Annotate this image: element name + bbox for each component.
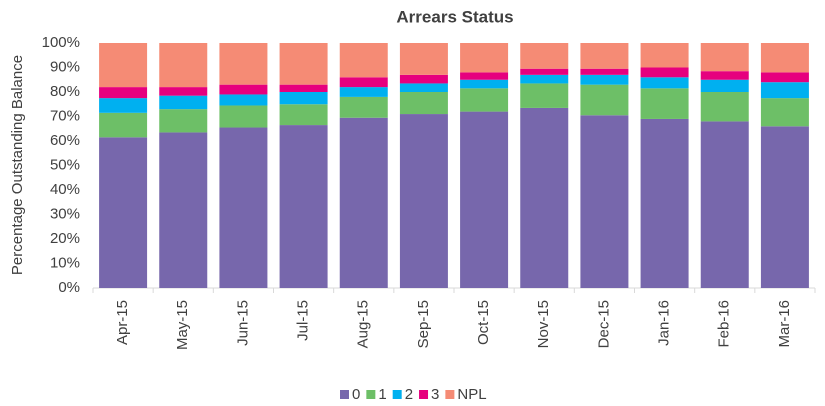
bar-segment xyxy=(219,127,268,289)
bar-segment xyxy=(700,71,749,80)
x-tick-label: Oct-15 xyxy=(475,300,492,345)
bar-segment xyxy=(99,112,148,138)
y-tick-label: 10% xyxy=(50,254,80,271)
bar-segment xyxy=(99,43,148,88)
y-tick-label: 20% xyxy=(50,230,80,247)
bar-segment xyxy=(460,111,509,288)
bar-segment xyxy=(580,74,629,85)
bar-segment xyxy=(279,104,328,126)
bar-segment xyxy=(159,109,208,133)
bar-segment xyxy=(580,115,629,289)
bar-segment xyxy=(159,95,208,110)
bar-segment xyxy=(580,84,629,116)
y-tick-label: 40% xyxy=(50,181,80,198)
y-tick-label: 30% xyxy=(50,205,80,222)
legend-label: 3 xyxy=(431,386,439,403)
bar-segment xyxy=(399,83,448,92)
y-tick-label: 100% xyxy=(42,34,80,51)
bar-segment xyxy=(99,87,148,99)
bar-segment xyxy=(339,117,388,288)
x-tick-label: Dec-15 xyxy=(595,300,612,348)
legend-label: NPL xyxy=(457,386,486,403)
x-tick-label: Nov-15 xyxy=(535,300,552,348)
bar-segment xyxy=(399,114,448,288)
y-tick-label: 60% xyxy=(50,132,80,149)
x-tick-label: Jul-15 xyxy=(295,300,312,341)
legend-swatch xyxy=(392,390,402,399)
chart-title: Arrears Status xyxy=(396,7,513,26)
bar-segment xyxy=(760,82,809,99)
bar-segment xyxy=(700,79,749,92)
legend-label: 1 xyxy=(378,386,386,403)
bar-segment xyxy=(640,77,689,89)
bar-segment xyxy=(520,83,569,108)
bar-segment xyxy=(700,92,749,122)
bar-segment xyxy=(159,43,208,88)
bar-segment xyxy=(700,121,749,289)
bar-segment xyxy=(339,77,388,88)
x-tick-label: Apr-15 xyxy=(114,300,131,345)
bar-segment xyxy=(520,68,569,75)
bar-segment xyxy=(279,92,328,105)
legend-label: 0 xyxy=(352,386,360,403)
bar-segment xyxy=(760,98,809,127)
y-tick-label: 70% xyxy=(50,107,80,124)
bar-segment xyxy=(760,43,809,73)
bar-segment xyxy=(460,72,509,80)
bar-segment xyxy=(339,96,388,118)
x-tick-label: Mar-16 xyxy=(776,300,793,348)
legend-swatch xyxy=(419,390,429,399)
bar-segment xyxy=(640,88,689,119)
x-tick-label: Jan-16 xyxy=(656,300,673,346)
bar-segment xyxy=(159,132,208,288)
bar-segment xyxy=(219,94,268,106)
y-axis-title: Percentage Outstanding Balance xyxy=(9,55,26,275)
bar-segment xyxy=(760,72,809,83)
y-tick-label: 0% xyxy=(58,279,80,296)
bar-segment xyxy=(520,43,569,69)
bar-segment xyxy=(399,92,448,115)
bar-segment xyxy=(99,98,148,113)
legend-swatch xyxy=(366,390,376,399)
bar-segment xyxy=(700,43,749,72)
bar-segment xyxy=(399,74,448,84)
bar-segment xyxy=(520,74,569,84)
x-tick-label: May-15 xyxy=(174,300,191,350)
bar-segment xyxy=(279,84,328,92)
x-tick-label: Feb-16 xyxy=(716,300,733,348)
bar-segment xyxy=(640,67,689,78)
legend-swatch xyxy=(340,390,349,399)
bar-segment xyxy=(580,68,629,75)
bar-segment xyxy=(279,125,328,288)
bar-segment xyxy=(640,43,689,68)
bar-segment xyxy=(580,43,629,69)
bar-segment xyxy=(159,87,208,96)
bar-segment xyxy=(760,126,809,288)
y-tick-label: 80% xyxy=(50,83,80,100)
y-tick-label: 90% xyxy=(50,58,80,75)
bar-segment xyxy=(219,43,268,85)
bar-segment xyxy=(99,137,148,288)
bar-segment xyxy=(640,118,689,288)
x-tick-label: Aug-15 xyxy=(355,300,372,348)
legend-label: 2 xyxy=(405,386,413,403)
bar-segment xyxy=(399,43,448,75)
x-tick-label: Jun-15 xyxy=(234,300,251,346)
bar-segment xyxy=(460,43,509,73)
bar-segment xyxy=(460,88,509,112)
bar-segment xyxy=(339,87,388,97)
legend-swatch xyxy=(445,390,455,399)
bar-segment xyxy=(520,107,569,288)
bar-segment xyxy=(219,105,268,128)
bar-segment xyxy=(219,84,268,95)
bar-segment xyxy=(279,43,328,85)
x-tick-label: Sep-15 xyxy=(415,300,432,348)
y-tick-label: 50% xyxy=(50,156,80,173)
bar-segment xyxy=(460,79,509,89)
bar-segment xyxy=(339,43,388,78)
